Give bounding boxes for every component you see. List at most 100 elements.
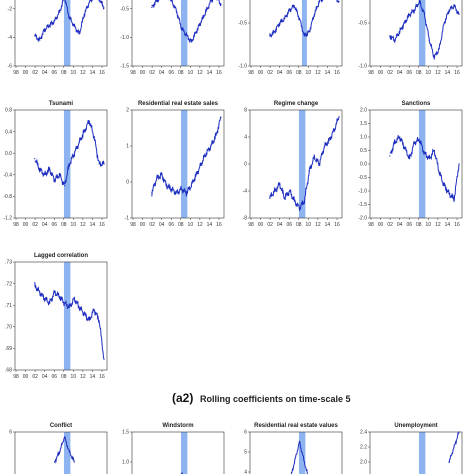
data-point [288,9,291,11]
x-tick-label: 06 [168,222,174,228]
data-point [180,27,183,29]
plot-frame [14,109,108,219]
crisis-band [63,432,71,474]
series-line [448,431,460,464]
x-tick-label: 08 [296,70,302,76]
panel-5: Tsunami 0.8 0.4 0.0 -0.4 -0.8 -1.298 00 02 04 06 08… [3,101,108,228]
y-tick-label: -0.5 [238,21,247,27]
data-point [156,0,158,2]
x-tick-label: 00 [378,222,384,228]
y-tick-label: -4 [8,35,13,41]
data-point [293,200,296,202]
x-tick-label: 02 [32,70,38,76]
data-point [394,141,396,143]
x-tick-label: 98 [368,70,374,76]
plot-frame [369,109,463,219]
x-tick-label: 00 [140,70,146,76]
x-tick-label: 02 [32,222,38,228]
data-point [73,461,75,463]
data-point [98,319,100,321]
data-point [49,168,51,170]
data-point [448,9,450,11]
data-point [53,20,56,22]
data-point [453,5,455,7]
x-tick-label: 16 [99,374,105,380]
data-point [195,174,197,176]
x-tick-label: 12 [435,70,441,76]
x-tick-label: 14 [90,374,96,380]
plot-frame [249,109,343,219]
data-point [220,3,222,5]
series-line [34,0,105,43]
x-tick-label: 98 [368,222,374,228]
section-title: Rolling coefficients on time-scale 5 [200,394,351,404]
data-point [288,190,291,192]
data-point [53,179,56,181]
data-point [389,35,391,37]
x-tick-label: 04 [42,70,48,76]
data-point [453,198,455,200]
data-point [423,152,426,154]
y-tick-label: -1 [125,216,130,222]
data-point [103,163,105,165]
data-point [170,188,173,190]
data-point [298,441,301,443]
data-point [338,0,340,3]
x-tick-label: 98 [13,222,19,228]
plot-frame [14,431,108,474]
x-tick-label: 98 [130,70,136,76]
x-tick-label: 08 [178,222,184,228]
data-point [88,1,90,4]
x-tick-label: 00 [140,222,146,228]
figure-root: -2-4-698 00 02 04 06 08 10 12 14 16-0.5-1.0-1.598… [3,0,463,474]
data-point [408,13,411,15]
y-tick-label: -2.0 [358,216,367,222]
x-tick-label: 10 [306,222,312,228]
panel-13: Unemployment 2.4 2.2 2.0 [360,423,463,474]
data-point [175,192,178,194]
data-point [318,0,320,3]
x-tick-label: 12 [197,222,203,228]
data-point [448,461,450,463]
x-tick-label: 98 [13,374,19,380]
x-tick-label: 16 [99,70,105,76]
panel-8: Sanctions 2.0 1.5 1.0 0.5 0.0 -0.5 -1.0 -1.5 -2.0… [358,101,463,228]
series-line [151,0,222,44]
data-point [53,291,56,293]
y-tick-label: 2.4 [360,430,367,436]
y-tick-label: 4 [244,470,247,474]
x-tick-label: 06 [51,70,57,76]
data-point [293,461,296,463]
data-point [298,207,301,209]
data-point [68,17,71,19]
y-tick-label: 4 [244,135,247,141]
data-point [156,177,158,179]
data-point [303,35,306,37]
x-tick-label: 02 [149,222,155,228]
x-tick-label: 08 [178,70,184,76]
x-tick-label: 04 [42,222,48,228]
data-point [215,134,217,136]
data-point [53,461,56,463]
y-tick-label: -8 [243,216,248,222]
data-point [68,306,71,308]
series-line [290,440,308,474]
x-tick-label: 06 [406,70,412,76]
y-tick-label: 5 [244,450,247,456]
data-point [39,168,41,170]
data-point [418,0,421,3]
data-point [413,141,416,143]
panel-4: -0.5 -1.098 00 02 04 06 08 10 12 14 16 [358,0,463,76]
x-tick-label: 10 [71,222,77,228]
data-point [413,9,416,11]
data-point [443,22,445,24]
x-tick-label: 10 [71,70,77,76]
x-tick-label: 04 [42,374,48,380]
data-point [83,13,85,15]
y-tick-label: -1.0 [238,64,247,70]
plot-frame [369,0,463,67]
y-tick-label: -1.5 [358,202,367,208]
data-point [78,306,80,308]
data-point [279,183,281,185]
y-tick-label: .71 [5,303,12,309]
